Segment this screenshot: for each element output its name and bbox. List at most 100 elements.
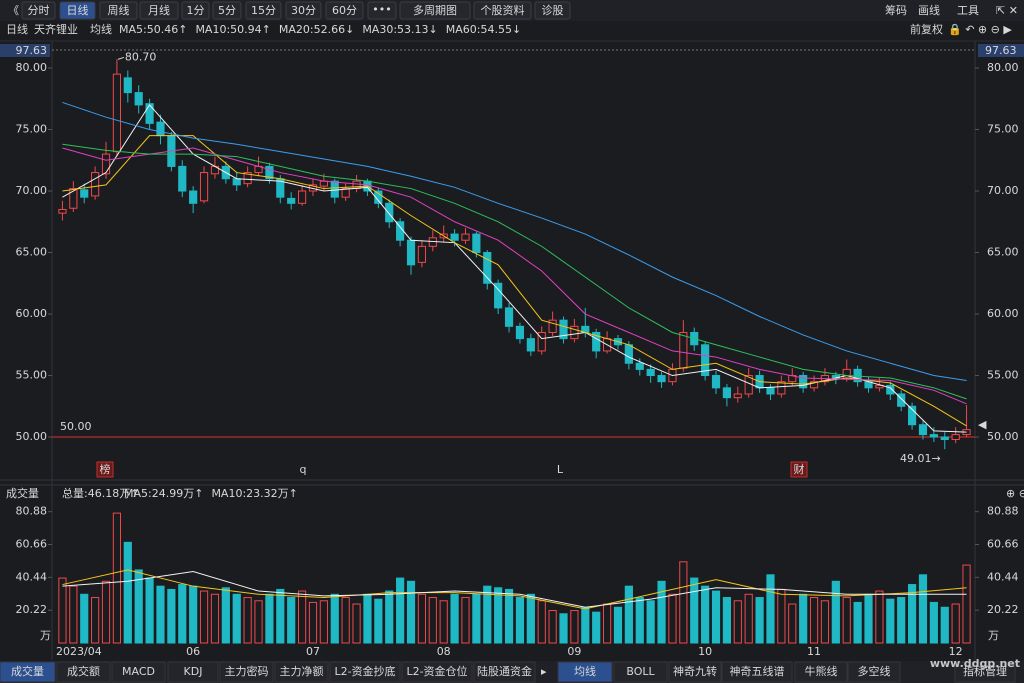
more-icon[interactable]: ••• <box>372 3 391 16</box>
toolbar-button[interactable] <box>139 1 179 20</box>
event-marker[interactable]: 榜 <box>100 462 111 476</box>
tab-label[interactable]: 成交量 <box>11 664 44 678</box>
tab[interactable] <box>401 661 473 683</box>
volume-bar <box>341 597 350 644</box>
cursor-marker: ◀ <box>978 418 987 431</box>
tab[interactable] <box>613 661 668 683</box>
candle-body <box>101 153 111 175</box>
volume-bar <box>58 577 67 644</box>
toolbar-button[interactable] <box>99 1 138 20</box>
tab[interactable] <box>274 661 329 683</box>
back-icon[interactable]: 《 <box>8 4 19 17</box>
tools-icons[interactable]: 🔒 ↶ ⊕ ⊖ ▶ <box>948 23 1012 36</box>
tab[interactable] <box>668 661 722 683</box>
tab[interactable] <box>721 661 793 683</box>
tab[interactable] <box>329 661 401 683</box>
toolbar-right[interactable]: 工具 <box>957 4 979 17</box>
toolbar-label[interactable]: 60分 <box>332 4 357 17</box>
tab[interactable] <box>954 661 1016 683</box>
volume-bar <box>809 597 819 644</box>
volume-bar <box>592 611 601 644</box>
tab-label[interactable]: 均线 <box>574 664 596 678</box>
tab[interactable] <box>0 661 56 683</box>
candle-body <box>733 393 742 399</box>
x-tick-label: 06 <box>186 645 200 658</box>
toolbar-label[interactable]: 周线 <box>108 3 130 17</box>
ma-label: 均线 <box>90 22 112 36</box>
volume-bar <box>581 606 590 644</box>
tab[interactable] <box>794 661 848 683</box>
volume-bar <box>799 593 808 644</box>
tab-label[interactable]: 神奇九转 <box>673 664 717 678</box>
toolbar-button[interactable] <box>212 1 242 20</box>
tab[interactable] <box>56 661 111 683</box>
event-marker[interactable]: 财 <box>794 462 805 476</box>
volume-bar <box>744 593 753 644</box>
toolbar-label[interactable]: 多周期图 <box>413 3 457 17</box>
volume-legend: MA5:24.99万↑ <box>124 487 203 500</box>
y-tick-label: 55.00 <box>16 369 48 382</box>
tab-label[interactable]: 多空线 <box>858 664 891 678</box>
tab-label[interactable]: 神奇五线谱 <box>730 664 785 678</box>
toolbar-button[interactable] <box>59 1 96 20</box>
volume-bar <box>494 587 503 644</box>
panel-icons[interactable]: ⊕ ⊖ <box>1006 487 1024 500</box>
y-tick-label: 65.00 <box>16 246 48 259</box>
tab[interactable] <box>557 661 613 683</box>
toolbar-button[interactable] <box>534 1 571 20</box>
toolbar-button[interactable] <box>245 1 282 20</box>
tab[interactable] <box>167 661 219 683</box>
volume-bar <box>504 588 514 644</box>
tab-label[interactable]: MACD <box>122 665 155 678</box>
toolbar-label[interactable]: 日线 <box>67 3 89 17</box>
tab-label[interactable]: 成交额 <box>67 664 100 678</box>
toolbar-button[interactable] <box>181 1 210 20</box>
tab[interactable] <box>219 661 274 683</box>
tab-label[interactable]: KDJ <box>184 665 203 678</box>
candle-body <box>766 387 775 395</box>
tab-label[interactable]: 牛熊线 <box>805 664 838 678</box>
tab-label[interactable]: L2-资金仓位 <box>406 664 467 678</box>
tab[interactable] <box>847 661 901 683</box>
volume-bar <box>406 580 416 644</box>
toolbar-button[interactable] <box>325 1 364 20</box>
window-icon[interactable]: ⇱ ✕ <box>996 4 1018 17</box>
toolbar-button[interactable] <box>285 1 322 20</box>
candle-body <box>287 197 296 204</box>
stock-name: 天齐锂业 <box>34 22 78 36</box>
toolbar-label[interactable]: 15分 <box>251 4 276 17</box>
event-marker[interactable]: L <box>557 463 564 476</box>
toolbar-button[interactable] <box>21 1 56 20</box>
tab[interactable] <box>473 661 536 683</box>
toolbar-label[interactable]: 1分 <box>187 4 205 17</box>
tab-label[interactable]: 指标管理 <box>963 664 1007 678</box>
toolbar-button[interactable] <box>473 1 532 20</box>
more-button[interactable] <box>367 1 397 20</box>
candle-body <box>297 190 307 204</box>
volume-bar <box>145 577 154 644</box>
volume-bar <box>439 600 448 644</box>
candle-body <box>319 180 328 187</box>
tab[interactable] <box>111 661 166 683</box>
toolbar-button[interactable] <box>399 1 471 20</box>
event-marker[interactable]: q <box>300 463 307 476</box>
tab-label[interactable]: 陆股通资金 <box>477 664 532 678</box>
toolbar-label[interactable]: 30分 <box>291 4 316 17</box>
tab-label[interactable]: 主力净额 <box>280 664 324 678</box>
toolbar-right[interactable]: 筹码 <box>885 3 907 17</box>
toolbar-label[interactable]: 分时 <box>28 4 50 17</box>
toolbar-label[interactable]: 5分 <box>218 4 236 17</box>
toolbar-label[interactable]: 月线 <box>148 3 170 17</box>
toolbar-right[interactable]: 画线 <box>918 3 940 17</box>
min-label: 49.01→ <box>900 452 941 465</box>
tab-label[interactable]: L2-资金抄底 <box>334 664 395 678</box>
candle-body <box>330 180 339 198</box>
volume-bar <box>875 590 884 644</box>
toolbar-label[interactable]: 个股资料 <box>481 3 525 17</box>
toolbar-label[interactable]: 诊股 <box>542 3 564 17</box>
tab-arrow[interactable]: ▸ <box>541 665 547 678</box>
candle-body <box>156 121 165 137</box>
tab-label[interactable]: BOLL <box>626 665 655 678</box>
volume-bar <box>864 593 873 644</box>
tab-label[interactable]: 主力密码 <box>225 664 269 678</box>
